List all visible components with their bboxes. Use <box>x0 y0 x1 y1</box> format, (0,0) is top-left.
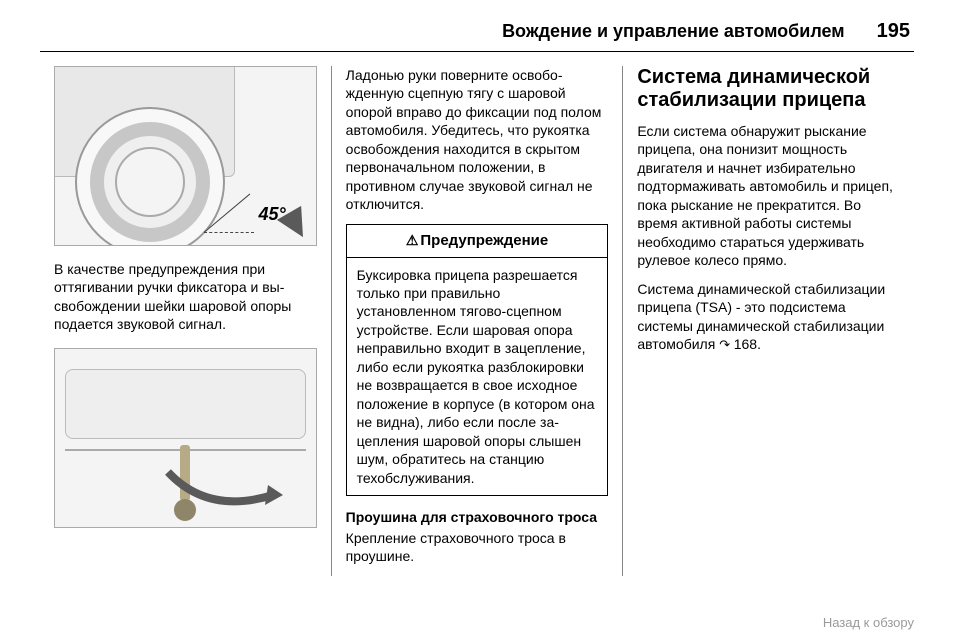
warning-box: ⚠Предупреждение Буксировка прицепа разре… <box>346 224 609 496</box>
col3-p2-text-a: Система динамической стабилиза­ции прице… <box>637 281 885 352</box>
manual-page: Вождение и управление автомобилем 195 45… <box>0 0 954 638</box>
section-title: Вождение и управление автомобилем <box>502 21 845 42</box>
col3-heading: Система динамической стабилизации прицеп… <box>637 66 900 112</box>
crossref-page: 168 <box>734 336 757 352</box>
angle-label: 45° <box>258 203 285 227</box>
bumper-shape <box>65 369 306 439</box>
illustration-hitch <box>54 348 317 528</box>
col1-paragraph-1: В качестве предупреждения при оттягивани… <box>54 260 317 334</box>
warning-heading: ⚠Предупреждение <box>347 225 608 258</box>
header-rule <box>40 51 914 52</box>
page-number: 195 <box>877 20 910 43</box>
warning-body-text: Буксировка прицепа разре­шается только п… <box>347 258 608 496</box>
angle-lines <box>204 193 254 233</box>
warning-title-text: Предупреждение <box>420 232 548 249</box>
subsection-text: Крепление страховочного троса в проушине… <box>346 529 609 566</box>
column-3: Система динамической стабилизации прицеп… <box>623 66 914 576</box>
warning-triangle-icon: ⚠ <box>406 232 419 248</box>
col2-paragraph-1: Ладонью руки поверните освобо­жденную сц… <box>346 66 609 214</box>
illustration-wheel-angle: 45° <box>54 66 317 246</box>
wheel-rim-shape <box>115 147 185 217</box>
col3-paragraph-2: Система динамической стабилиза­ции прице… <box>637 280 900 354</box>
back-to-overview-link[interactable]: Назад к обзору <box>823 615 914 630</box>
page-header: Вождение и управление автомобилем 195 <box>40 20 914 43</box>
col3-paragraph-1: Если система обнаружит рыскание прицепа,… <box>637 122 900 270</box>
curved-arrow-icon <box>163 467 283 517</box>
content-columns: 45° В качестве предупреждения при оттяги… <box>40 66 914 576</box>
column-2: Ладонью руки поверните освобо­жденную сц… <box>332 66 624 576</box>
crossref-arrow-icon: ↷ <box>719 337 734 352</box>
column-1: 45° В качестве предупреждения при оттяги… <box>40 66 332 576</box>
col3-p2-text-b: . <box>757 336 761 352</box>
subsection-heading: Проушина для страховочного троса <box>346 508 609 526</box>
